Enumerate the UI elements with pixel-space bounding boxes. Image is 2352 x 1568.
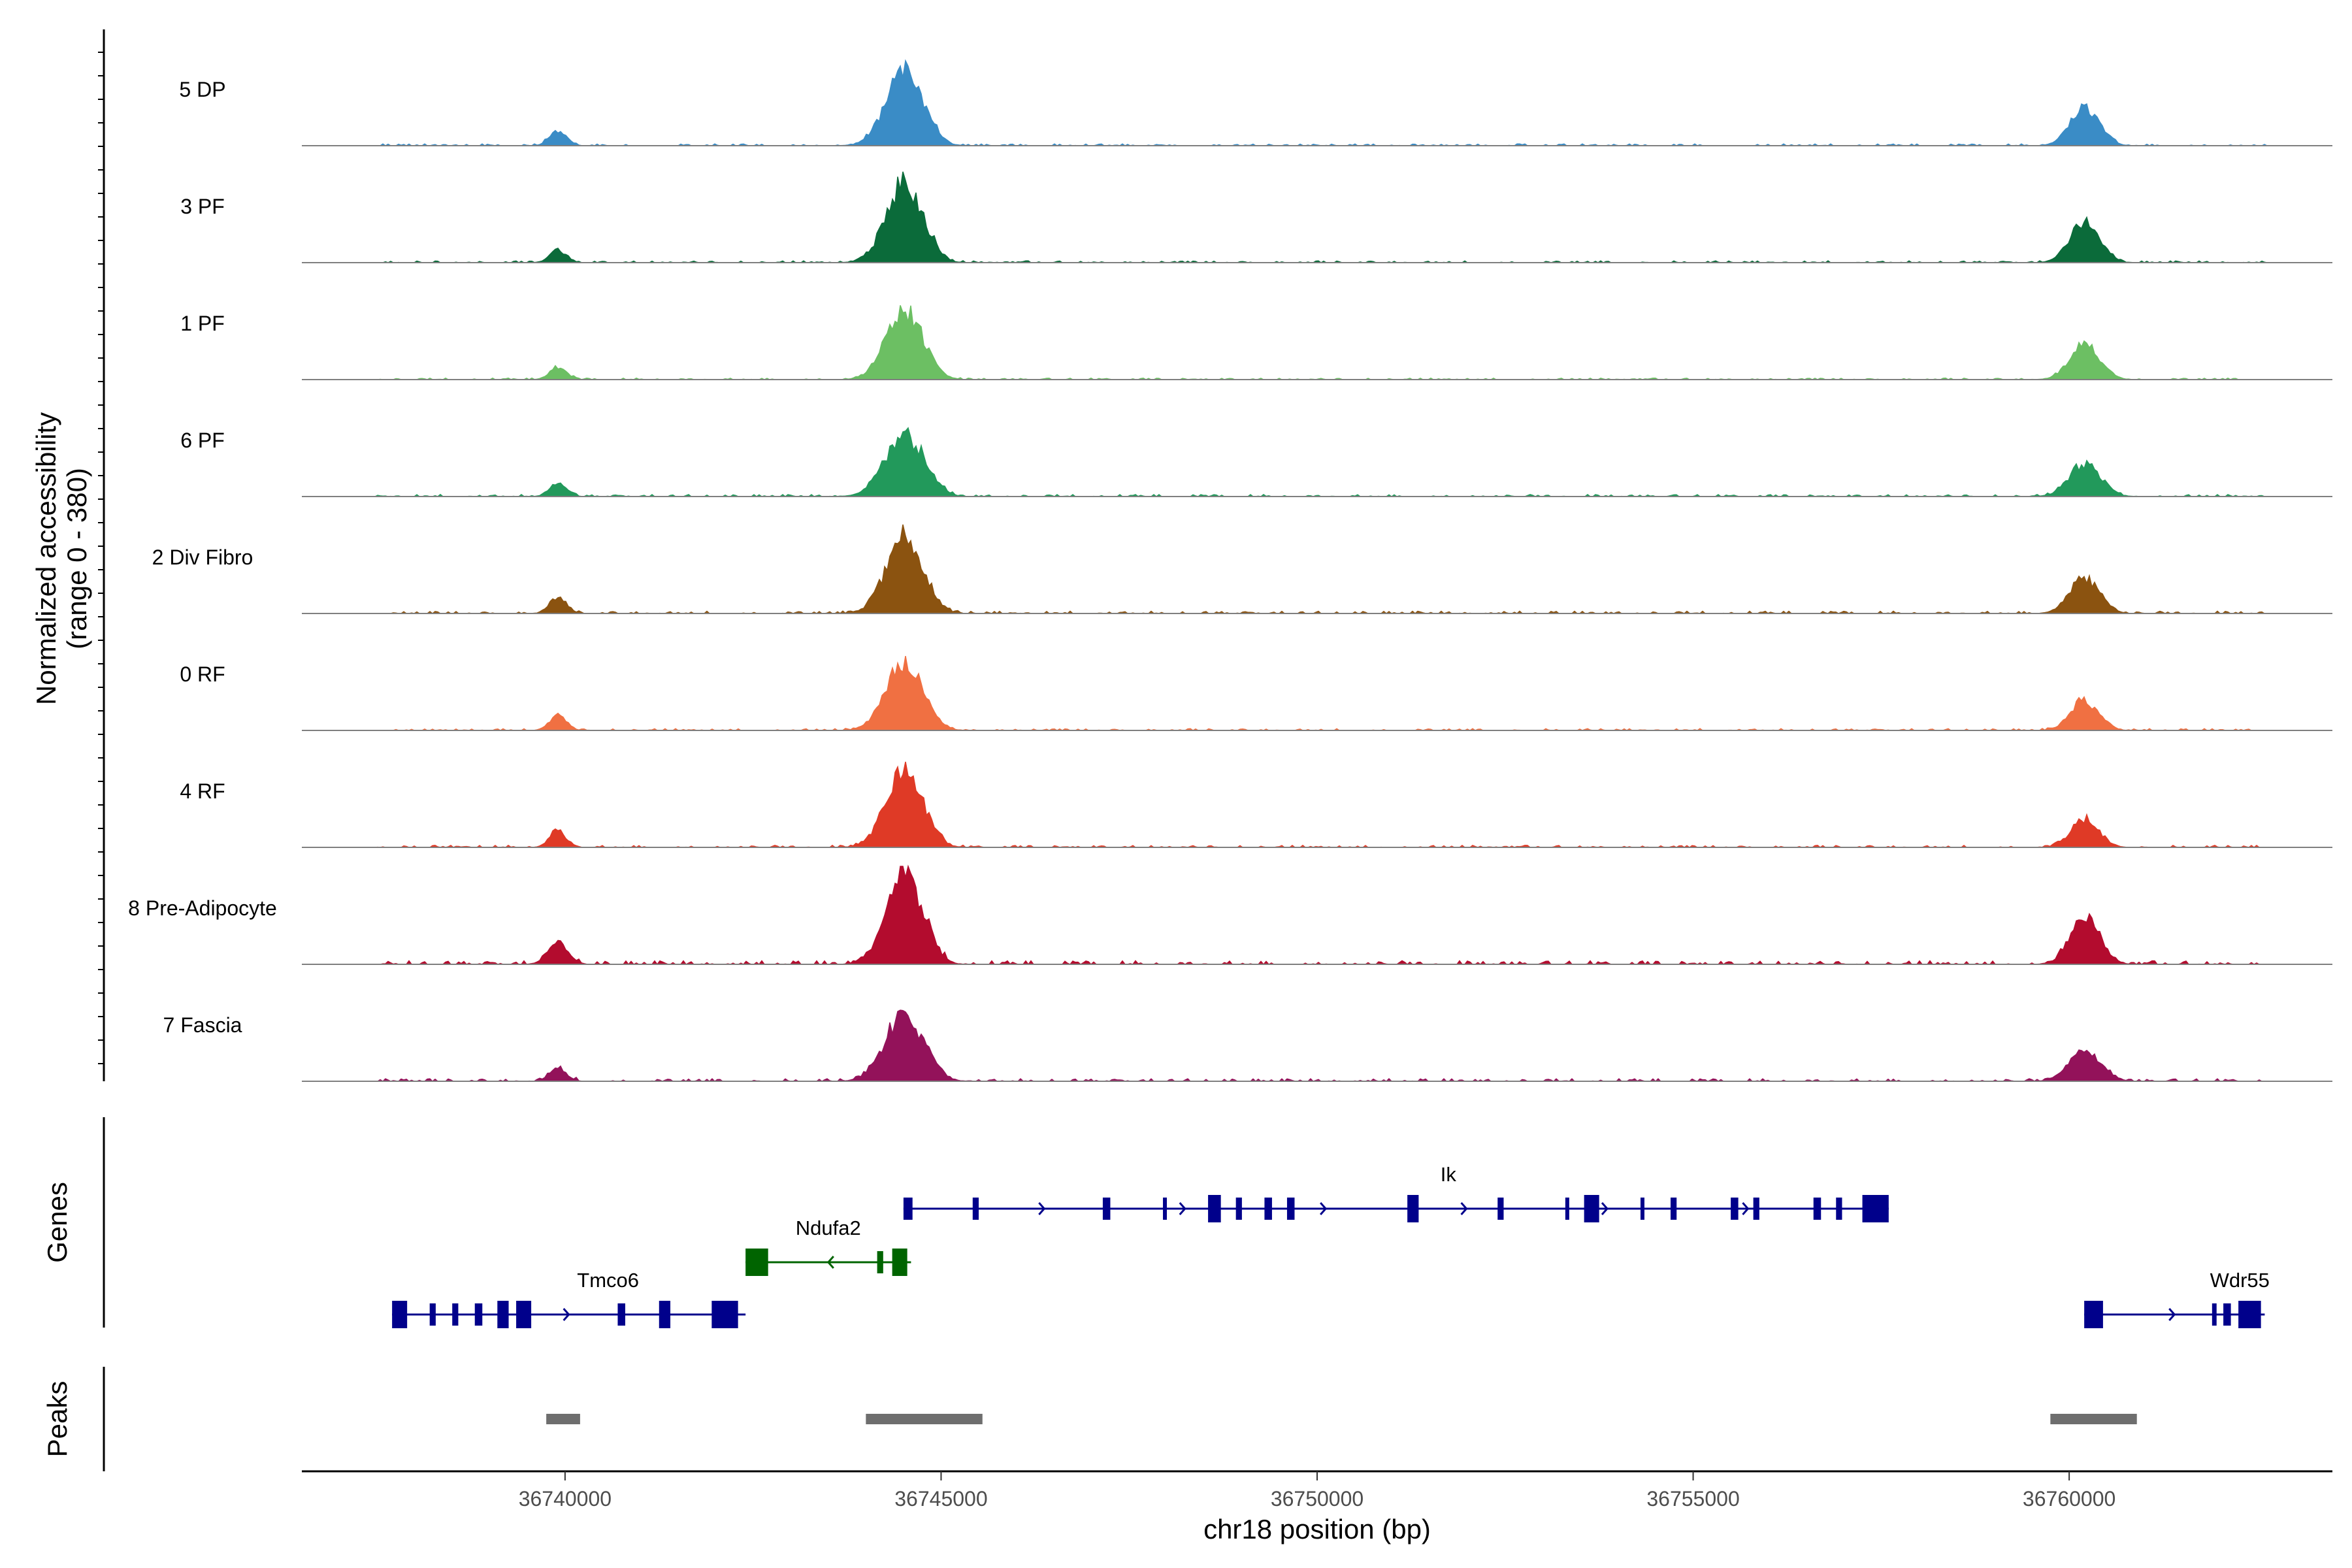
coverage-track-label: 8 Pre-Adipocyte (128, 896, 277, 920)
coverage-track: 8 Pre-Adipocyte (128, 864, 2332, 966)
gene-strand-arrow (1742, 1202, 1750, 1215)
gene-exon (2212, 1303, 2217, 1326)
gene-strand-arrow (1038, 1202, 1046, 1215)
gene-exon (497, 1301, 509, 1328)
gene-exon (1407, 1195, 1419, 1222)
gene-exon (1584, 1195, 1599, 1222)
peak-region (866, 1414, 983, 1424)
gene-exon (1813, 1198, 1821, 1220)
coverage-track-label: 5 DP (179, 78, 225, 101)
peak-region (2050, 1414, 2137, 1424)
coverage-track-label: 2 Div Fibro (152, 546, 253, 569)
gene-exon (1235, 1198, 1242, 1220)
x-axis-tick-label: 36750000 (1271, 1487, 1364, 1511)
x-axis-tick-label: 36755000 (1646, 1487, 1739, 1511)
genes-panel-title: Genes (42, 1182, 73, 1263)
gene-strand-arrow (1179, 1202, 1186, 1215)
x-axis-tick-label: 36740000 (519, 1487, 612, 1511)
gene-model: Wdr55 (2084, 1269, 2270, 1328)
gene-exon (1264, 1198, 1272, 1220)
gene-exon (516, 1301, 532, 1328)
peak-region-track (546, 1414, 2137, 1424)
gene-exon (1731, 1198, 1739, 1220)
gene-exon (429, 1303, 436, 1326)
gene-exon (1753, 1198, 1759, 1220)
gene-exon (1286, 1198, 1295, 1220)
gene-name-label: Ndufa2 (796, 1217, 861, 1239)
gene-name-label: Wdr55 (2210, 1269, 2270, 1292)
gene-name-label: Tmco6 (577, 1269, 639, 1292)
gene-exon (1163, 1198, 1168, 1220)
gene-exon (903, 1198, 913, 1220)
gene-exon (474, 1303, 483, 1326)
x-axis-tick-label: 36760000 (2023, 1487, 2115, 1511)
gene-strand-arrow (1460, 1202, 1468, 1215)
coverage-track-label: 6 PF (180, 429, 225, 452)
coverage-track: 1 PF (180, 305, 2332, 380)
coverage-track-label: 7 Fascia (163, 1013, 242, 1037)
x-axis-tick-label: 36745000 (894, 1487, 987, 1511)
gene-model: Ndufa2 (745, 1217, 911, 1276)
coverage-y-axis-title-line1: Normalized accessibility (31, 412, 61, 705)
coverage-track-label: 0 RF (180, 662, 225, 686)
gene-strand-arrow (563, 1308, 570, 1321)
gene-exon (1836, 1198, 1842, 1220)
coverage-track-label: 1 PF (180, 312, 225, 335)
gene-exon (892, 1249, 907, 1276)
coverage-tracks: 5 DP 3 PF 1 PF 6 PF 2 Div Fibro 0 RF 4 RF 8 Pre… (128, 59, 2332, 1083)
coverage-track: 6 PF (180, 427, 2332, 497)
gene-model: Tmco6 (392, 1269, 746, 1328)
coverage-track-label: 3 PF (180, 195, 225, 218)
gene-exon (877, 1251, 883, 1273)
gene-name-label: Ik (1441, 1163, 1457, 1186)
coverage-y-axis-ticks (98, 52, 104, 1064)
gene-strand-arrow (1320, 1202, 1328, 1215)
coverage-track-label: 4 RF (180, 779, 225, 803)
x-axis-ticks: 36740000 36745000 36750000 36755000 36760000 (519, 1471, 2115, 1511)
gene-strand-arrow (2168, 1308, 2176, 1321)
coverage-track: 5 DP (179, 59, 2332, 146)
gene-exon (2238, 1301, 2261, 1328)
gene-exon (2223, 1303, 2231, 1326)
gene-exon (392, 1301, 408, 1328)
gene-exon (711, 1301, 738, 1328)
gene-exon (1208, 1195, 1221, 1222)
gene-exon (1640, 1198, 1644, 1220)
gene-exon (972, 1198, 979, 1220)
gene-exon (1102, 1198, 1111, 1220)
gene-exon (617, 1303, 625, 1326)
gene-strand-arrow (1601, 1202, 1609, 1215)
gene-strand-arrow (826, 1256, 834, 1269)
coverage-track: 4 RF (180, 761, 2332, 848)
gene-exon (2084, 1301, 2103, 1328)
coverage-track: 0 RF (180, 655, 2332, 731)
peaks-panel-title: Peaks (42, 1381, 73, 1458)
gene-exon (1497, 1198, 1504, 1220)
x-axis-title: chr18 position (bp) (1203, 1514, 1431, 1544)
gene-exon (1565, 1198, 1569, 1220)
gene-exon (1862, 1195, 1889, 1222)
gene-model: Ik (903, 1163, 1889, 1222)
coverage-y-axis-title-line2: (range 0 - 380) (61, 468, 92, 649)
gene-exon (452, 1303, 459, 1326)
coverage-track: 7 Fascia (163, 1009, 2332, 1083)
gene-exon (745, 1249, 768, 1276)
coverage-track: 2 Div Fibro (152, 524, 2332, 614)
peak-region (546, 1414, 580, 1424)
coverage-track: 3 PF (180, 171, 2332, 263)
gene-exon (659, 1301, 671, 1328)
gene-exon (1671, 1198, 1677, 1220)
gene-annotation-track: Ik Ndufa2 Tmco6 Wdr55 (392, 1163, 2270, 1328)
